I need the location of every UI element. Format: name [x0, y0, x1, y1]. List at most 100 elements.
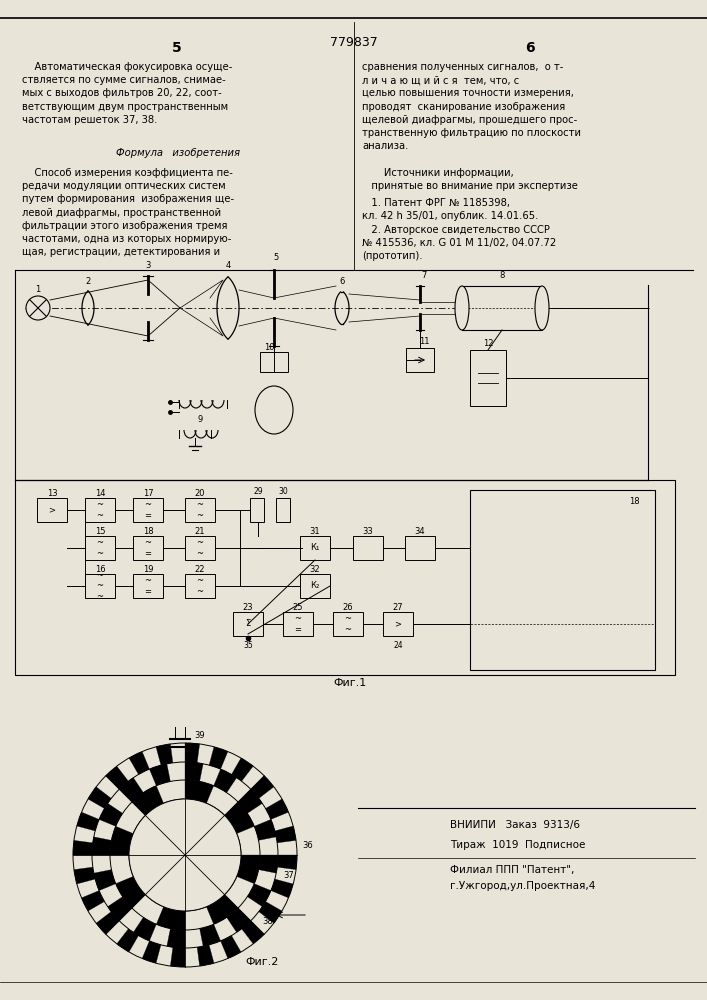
Text: Способ измерения коэффициента пе-
редачи модуляции оптических систем
путем форми: Способ измерения коэффициента пе- редачи… [22, 168, 234, 257]
Text: № 415536, кл. G 01 М 11/02, 04.07.72: № 415536, кл. G 01 М 11/02, 04.07.72 [362, 238, 556, 248]
Wedge shape [247, 884, 271, 907]
Text: 23: 23 [243, 602, 253, 611]
Wedge shape [134, 917, 156, 941]
Wedge shape [81, 891, 105, 911]
Wedge shape [227, 908, 251, 932]
Text: 1. Патент ФРГ № 1185398,
кл. 42 h 35/01, опублик. 14.01.65.: 1. Патент ФРГ № 1185398, кл. 42 h 35/01,… [362, 198, 538, 221]
Circle shape [129, 799, 241, 911]
FancyBboxPatch shape [233, 612, 263, 636]
Text: ~
~
~: ~ ~ ~ [96, 571, 103, 601]
Text: ~
=: ~ = [144, 538, 151, 558]
Text: 36: 36 [302, 840, 312, 850]
FancyBboxPatch shape [406, 348, 434, 372]
FancyBboxPatch shape [353, 536, 383, 560]
FancyBboxPatch shape [300, 574, 330, 598]
Wedge shape [167, 929, 185, 948]
Text: Автоматическая фокусировка осуще-
ствляется по сумме сигналов, снимае-
мых с вых: Автоматическая фокусировка осуще- ствляе… [22, 62, 233, 125]
Wedge shape [119, 778, 144, 802]
Wedge shape [117, 929, 139, 952]
Text: 11: 11 [419, 338, 429, 347]
FancyBboxPatch shape [383, 612, 413, 636]
Text: К₁: К₁ [310, 544, 320, 552]
Wedge shape [99, 803, 122, 826]
Wedge shape [259, 902, 282, 923]
Text: 20: 20 [194, 488, 205, 497]
Text: 32: 32 [310, 564, 320, 574]
Wedge shape [251, 776, 274, 798]
Wedge shape [255, 819, 276, 840]
FancyBboxPatch shape [133, 536, 163, 560]
Wedge shape [206, 895, 238, 924]
Wedge shape [221, 936, 241, 958]
Text: 17: 17 [143, 488, 153, 497]
Text: 779837: 779837 [330, 35, 378, 48]
Text: 9: 9 [198, 416, 203, 424]
FancyBboxPatch shape [133, 498, 163, 522]
FancyBboxPatch shape [300, 536, 330, 560]
FancyBboxPatch shape [250, 498, 264, 522]
Text: 4: 4 [226, 261, 230, 270]
Text: 2: 2 [86, 277, 90, 286]
Text: 16: 16 [95, 564, 105, 574]
Text: Филиал ППП "Патент",: Филиал ППП "Патент", [450, 865, 574, 875]
Wedge shape [77, 812, 99, 831]
Ellipse shape [255, 386, 293, 434]
Wedge shape [74, 867, 95, 884]
Text: ~
~: ~ ~ [197, 538, 204, 558]
Text: >: > [395, 619, 402, 629]
Text: Фиг.1: Фиг.1 [334, 678, 367, 688]
FancyBboxPatch shape [37, 498, 67, 522]
Wedge shape [238, 789, 262, 813]
FancyBboxPatch shape [185, 498, 215, 522]
FancyBboxPatch shape [405, 536, 435, 560]
Text: 35: 35 [243, 641, 253, 650]
Wedge shape [209, 747, 228, 769]
FancyBboxPatch shape [133, 574, 163, 598]
Text: 25: 25 [293, 602, 303, 611]
Text: 26: 26 [343, 602, 354, 611]
Wedge shape [96, 912, 119, 934]
Text: К₂: К₂ [310, 582, 320, 590]
Text: 22: 22 [194, 564, 205, 574]
Text: 14: 14 [95, 488, 105, 497]
Text: ~
~: ~ ~ [197, 576, 204, 596]
Circle shape [26, 296, 50, 320]
Text: ~
~: ~ ~ [197, 500, 204, 520]
FancyBboxPatch shape [185, 574, 215, 598]
Text: 33: 33 [363, 526, 373, 536]
Text: ~
~: ~ ~ [96, 538, 103, 558]
Text: г.Ужгород,ул.Проектная,4: г.Ужгород,ул.Проектная,4 [450, 881, 595, 891]
FancyBboxPatch shape [185, 536, 215, 560]
Ellipse shape [455, 286, 469, 330]
Wedge shape [275, 826, 296, 843]
Wedge shape [156, 907, 185, 930]
FancyBboxPatch shape [85, 498, 115, 522]
Ellipse shape [535, 286, 549, 330]
FancyBboxPatch shape [470, 490, 655, 670]
Wedge shape [156, 744, 173, 765]
FancyBboxPatch shape [15, 480, 675, 675]
FancyBboxPatch shape [85, 574, 115, 598]
Wedge shape [266, 799, 288, 819]
FancyBboxPatch shape [85, 536, 115, 560]
Text: 29: 29 [253, 488, 263, 496]
Wedge shape [142, 941, 161, 963]
Text: ВНИИПИ   Заказ  9313/6: ВНИИПИ Заказ 9313/6 [450, 820, 580, 830]
Text: 18: 18 [143, 526, 153, 536]
Wedge shape [106, 766, 129, 789]
Text: 1: 1 [35, 286, 40, 294]
Text: 15: 15 [95, 526, 105, 536]
Wedge shape [132, 786, 163, 815]
Text: ~
=: ~ = [144, 500, 151, 520]
Wedge shape [237, 855, 260, 884]
FancyBboxPatch shape [283, 612, 313, 636]
Wedge shape [110, 826, 133, 855]
Wedge shape [185, 780, 214, 803]
Text: 21: 21 [194, 526, 205, 536]
Text: 13: 13 [47, 488, 57, 497]
Text: Σ: Σ [245, 619, 250, 629]
Wedge shape [185, 743, 199, 763]
Wedge shape [116, 876, 146, 908]
Text: 37: 37 [283, 870, 293, 880]
Wedge shape [277, 855, 297, 870]
